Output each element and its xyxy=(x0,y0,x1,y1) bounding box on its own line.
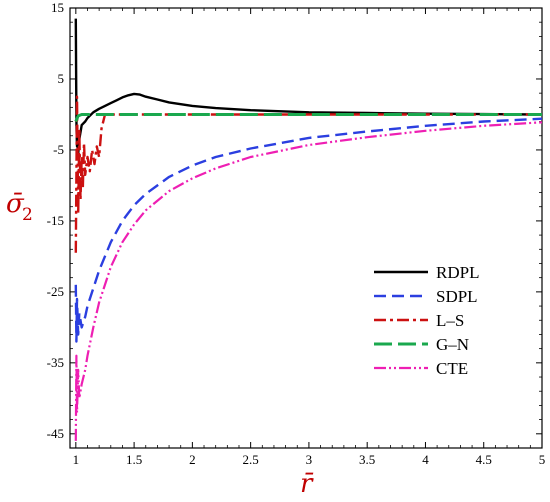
legend: RDPL SDPL L–S G–N CTE xyxy=(374,263,479,378)
x-tick-label: 2 xyxy=(189,452,196,467)
series-line-3 xyxy=(74,113,542,123)
plot-frame xyxy=(69,7,543,449)
legend-label-1: SDPL xyxy=(436,287,478,306)
legend-label-3: G–N xyxy=(436,335,469,354)
y-tick-label: -25 xyxy=(47,284,64,299)
x-axis-label: r̄ xyxy=(300,469,314,499)
y-tick-label: 15 xyxy=(51,0,64,15)
y-tick-label: -15 xyxy=(47,213,64,228)
series-line-4 xyxy=(74,121,543,441)
series-lines xyxy=(74,18,543,441)
series-line-1 xyxy=(74,117,543,343)
x-tick-label: 4 xyxy=(422,452,429,467)
series-line-2 xyxy=(74,95,542,253)
y-tick-label: -45 xyxy=(47,426,64,441)
legend-label-0: RDPL xyxy=(436,263,479,282)
series-line-0 xyxy=(74,18,543,155)
x-tick-label: 3.5 xyxy=(359,452,375,467)
y-tick-label: -5 xyxy=(53,142,64,157)
x-tick-label: 3 xyxy=(306,452,313,467)
legend-label-4: CTE xyxy=(436,359,468,378)
x-tick-label: 1 xyxy=(73,452,80,467)
x-tick-label: 5 xyxy=(539,452,546,467)
plot-frame-border xyxy=(69,7,543,449)
x-tick-label: 4.5 xyxy=(476,452,492,467)
axis-ticks: 1 1.5 2 2.5 3 3.5 4 4.5 5 15 5 -5 -15 -25 -35 -45 xyxy=(47,0,546,467)
y-tick-label: -35 xyxy=(47,355,64,370)
y-axis-label-subscript: 2 xyxy=(22,205,33,225)
y-tick-label: 5 xyxy=(58,71,65,86)
x-tick-label: 2.5 xyxy=(243,452,259,467)
y-axis-label: σ̄ xyxy=(6,189,25,219)
legend-label-2: L–S xyxy=(436,311,464,330)
x-tick-label: 1.5 xyxy=(126,452,142,467)
